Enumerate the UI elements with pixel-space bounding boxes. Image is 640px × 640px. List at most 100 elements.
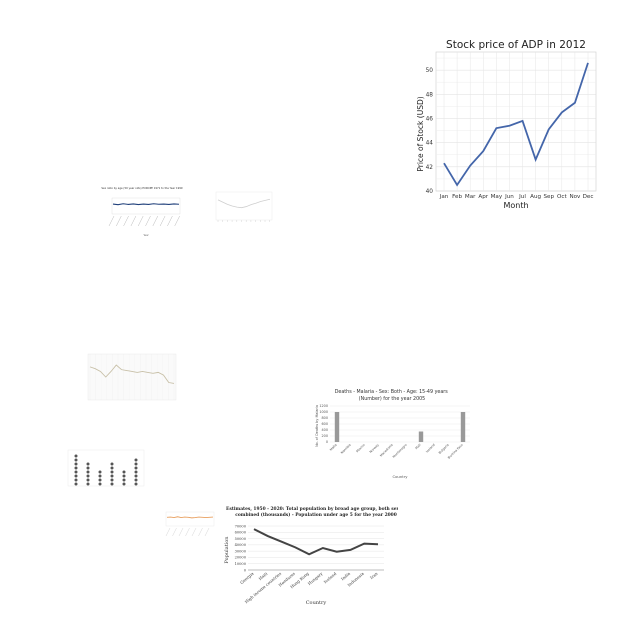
dot-mark bbox=[134, 478, 138, 482]
population-mini-x-ticks bbox=[217, 220, 270, 222]
estimates-y-tick-label: 30000 bbox=[235, 549, 247, 553]
adp-chart-title: Stock price of ADP in 2012 bbox=[446, 39, 586, 51]
dot-mark bbox=[98, 482, 102, 486]
estimates-x-tick-label: Iceland bbox=[323, 571, 338, 585]
malaria-y-tick-label: 1200 bbox=[319, 404, 328, 408]
estimates-x-tick-label: Iran bbox=[369, 571, 379, 581]
adp-y-label: Price of Stock (USD) bbox=[416, 96, 425, 171]
dot-mark bbox=[122, 474, 126, 478]
dot-mark bbox=[98, 478, 102, 482]
estimates-gridlines bbox=[248, 525, 384, 571]
sex-ratio-x-tick bbox=[152, 215, 159, 227]
malaria-x-tick-label: Montenegro bbox=[392, 443, 408, 459]
sex-ratio-title: Sex ratio by age (50 year olds) EUROPE 1… bbox=[101, 186, 183, 190]
malaria-y-tick-label: 0 bbox=[326, 440, 328, 444]
sex-ratio-x-tick bbox=[123, 215, 129, 227]
adp-y-ticks: 40 42 44 46 48 50 bbox=[426, 68, 434, 195]
adp-y-tick-label: 48 bbox=[426, 92, 434, 98]
orange-mini-plot-area bbox=[165, 511, 215, 527]
adp-x-tick-label: Aug bbox=[530, 194, 541, 200]
dot-mark bbox=[110, 462, 114, 466]
sex-ratio-x-tick bbox=[116, 215, 122, 227]
estimates-series-line bbox=[253, 528, 379, 556]
population-mini-chart bbox=[215, 191, 273, 222]
orange-mini-x-tick bbox=[172, 527, 177, 537]
estimates-x-label: Country bbox=[306, 600, 327, 606]
orange-mini-x-tick bbox=[191, 527, 197, 537]
sex-ratio-chart: Sex ratio by age (50 year olds) EUROPE 1… bbox=[101, 186, 183, 237]
orange-mini-chart bbox=[165, 511, 215, 537]
adp-y-tick-label: 50 bbox=[426, 68, 434, 74]
adp-x-tick-label: Jul bbox=[518, 194, 526, 200]
adp-x-tick-label: Oct bbox=[557, 194, 567, 200]
estimates-title: Estimates, 1950 - 2020: Total population… bbox=[226, 507, 398, 518]
estimates-y-tick-label: 20000 bbox=[235, 556, 247, 560]
trend-series-line bbox=[89, 364, 175, 384]
dot-mark bbox=[74, 466, 78, 470]
adp-x-tick-label: Feb bbox=[452, 194, 462, 200]
estimates-y-tick-label: 40000 bbox=[235, 543, 247, 547]
sex-ratio-x-label: Year bbox=[143, 233, 149, 237]
malaria-y-tick-label: 600 bbox=[322, 422, 328, 426]
estimates-x-tick-label: India bbox=[340, 571, 352, 582]
orange-mini-x-tick bbox=[178, 527, 184, 537]
malaria-x-tick-label: Iceland bbox=[425, 443, 436, 454]
orange-mini-x-tick bbox=[185, 527, 190, 537]
dot-matrix-marks bbox=[74, 454, 138, 486]
dot-mark bbox=[86, 478, 90, 482]
malaria-y-label: No. of Deaths by Malaria bbox=[315, 405, 319, 447]
malaria-title-line-2: (Number) for the year 2005 bbox=[359, 396, 426, 402]
malaria-title: Deaths - Malaria - Sex: Both - Age: 15-4… bbox=[335, 389, 450, 402]
malaria-y-tick-label: 400 bbox=[322, 428, 328, 432]
sex-ratio-x-tick bbox=[159, 215, 166, 227]
malaria-x-tick-label: Norway bbox=[369, 443, 380, 454]
malaria-x-tick-label: Mali bbox=[414, 443, 421, 450]
sex-ratio-x-tick bbox=[145, 215, 151, 227]
dot-mark bbox=[74, 470, 78, 474]
adp-series-line bbox=[443, 62, 589, 187]
adp-y-tick-label: 40 bbox=[426, 189, 434, 195]
orange-mini-x-tick bbox=[165, 527, 171, 537]
orange-mini-x-tick bbox=[198, 527, 203, 537]
dot-mark bbox=[134, 466, 138, 470]
dot-mark bbox=[74, 458, 78, 462]
orange-mini-series-line bbox=[166, 516, 214, 519]
estimates-x-tick-label: Hungary bbox=[307, 570, 324, 586]
malaria-title-line-1: Deaths - Malaria - Sex: Both - Age: 15-4… bbox=[335, 389, 449, 395]
trend-gridlines bbox=[89, 354, 175, 400]
adp-x-tick-label: Jun bbox=[504, 194, 514, 200]
dot-mark bbox=[74, 474, 78, 478]
dot-mark bbox=[110, 478, 114, 482]
malaria-x-ticks: Malta Namibia Mexico Norway MacedoniaMontene… bbox=[329, 443, 464, 460]
malaria-chart: Deaths - Malaria - Sex: Both - Age: 15-4… bbox=[315, 389, 470, 479]
dot-mark bbox=[86, 482, 90, 486]
adp-plot-area bbox=[435, 51, 597, 192]
sex-ratio-series-line bbox=[112, 203, 180, 206]
estimates-x-tick-label: Haiti bbox=[258, 570, 269, 581]
dot-mark bbox=[134, 458, 138, 462]
dot-mark bbox=[86, 462, 90, 466]
adp-gridlines bbox=[435, 51, 597, 192]
adp-x-tick-label: Sep bbox=[543, 194, 554, 200]
sex-ratio-plot-area bbox=[111, 197, 181, 215]
malaria-x-tick-label: Mexico bbox=[355, 443, 366, 454]
dot-mark bbox=[134, 482, 138, 486]
sex-ratio-title-line: Sex ratio by age (50 year olds) EUROPE 1… bbox=[101, 186, 183, 190]
dot-mark bbox=[86, 470, 90, 474]
sex-ratio-x-tick bbox=[137, 215, 144, 227]
sex-ratio-x-tick bbox=[108, 215, 115, 227]
adp-y-tick-label: 42 bbox=[426, 165, 434, 171]
dot-mark bbox=[86, 466, 90, 470]
dot-mark bbox=[110, 482, 114, 486]
malaria-y-tick-label: 200 bbox=[322, 434, 328, 438]
sex-ratio-x-tick bbox=[167, 215, 173, 227]
adp-x-ticks: Jan Feb Mar Apr May Jun Jul Aug Sep Oct Nov Dec bbox=[439, 194, 594, 200]
malaria-bars bbox=[334, 412, 466, 442]
dot-mark bbox=[86, 474, 90, 478]
population-mini-series-line bbox=[217, 198, 271, 209]
estimates-y-ticks: 0 10000 20000 30000 40000 50000 60000 70000 bbox=[235, 524, 247, 572]
sex-ratio-x-tick bbox=[174, 215, 180, 227]
dot-matrix-chart bbox=[67, 449, 145, 487]
estimates-title-line-2: combined (thousands) - Population under … bbox=[235, 513, 397, 518]
malaria-x-tick-label: Namibia bbox=[340, 443, 352, 455]
